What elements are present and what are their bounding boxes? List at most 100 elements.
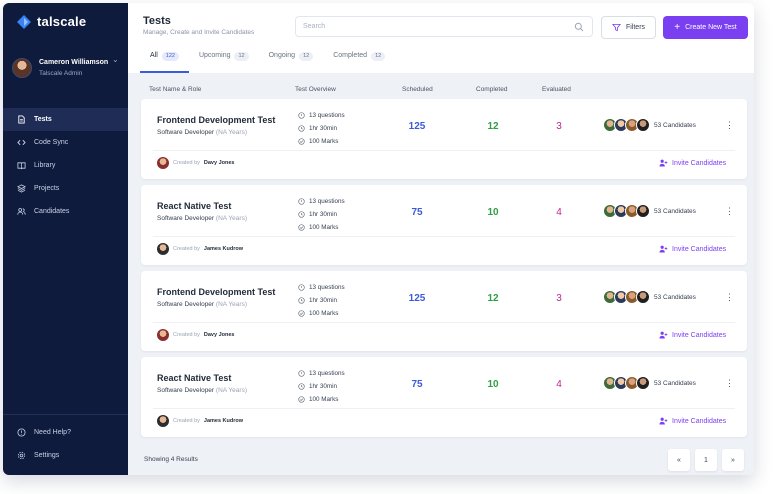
- completed-count: 10: [487, 379, 499, 390]
- overview-questions: 13 questions: [298, 195, 345, 208]
- test-overview: 13 questions 1hr 30min 100 Marks: [298, 367, 345, 406]
- search-icon: [574, 22, 584, 32]
- tab-label: Ongoing: [268, 52, 296, 59]
- tab-completed[interactable]: Completed 12: [323, 52, 395, 73]
- page-title: Tests: [143, 15, 171, 27]
- sidebar-item-label: Settings: [34, 452, 60, 459]
- duration: 1hr 30min: [309, 211, 338, 218]
- divider: [153, 408, 735, 409]
- duration: 1hr 30min: [309, 383, 338, 390]
- next-page-button[interactable]: »: [722, 449, 744, 471]
- test-card[interactable]: Frontend Development Test Software Devel…: [141, 99, 747, 179]
- marks: 100 Marks: [309, 310, 339, 317]
- document-icon: [18, 115, 25, 124]
- invite-candidates-button[interactable]: Invite Candidates: [659, 245, 726, 253]
- user-name: Cameron Williamson: [39, 58, 109, 66]
- avatar: [636, 204, 650, 218]
- test-card[interactable]: React Native Test Software Developer (NA…: [141, 357, 747, 437]
- invite-candidates-button[interactable]: Invite Candidates: [659, 331, 726, 339]
- avatar: [157, 243, 169, 255]
- clock-icon: [298, 383, 305, 390]
- created-by-label: Created by: [173, 160, 200, 166]
- help-icon: [17, 428, 26, 437]
- candidate-avatars[interactable]: 53 Candidates: [603, 204, 696, 218]
- more-options-icon[interactable]: ⋮: [725, 378, 734, 388]
- sidebar-item-help[interactable]: Need Help?: [3, 421, 128, 444]
- questions-count: 13 questions: [309, 370, 345, 377]
- questions-count: 13 questions: [309, 284, 345, 291]
- avatar: [157, 415, 169, 427]
- tab-upcoming[interactable]: Upcoming 12: [189, 52, 259, 73]
- more-options-icon[interactable]: ⋮: [725, 120, 734, 130]
- prev-page-button[interactable]: «: [668, 449, 690, 471]
- filter-icon: [612, 23, 621, 32]
- sidebar-item-library[interactable]: Library: [3, 154, 128, 177]
- question-icon: [298, 284, 305, 291]
- test-role: Software Developer (NA Years): [157, 129, 247, 136]
- sidebar-item-label: Projects: [34, 185, 60, 192]
- page-subtitle: Manage, Create and Invite Candidates: [143, 29, 255, 36]
- tab-label: Upcoming: [198, 52, 231, 59]
- column-header-completed: Completed: [476, 86, 508, 93]
- tab-all[interactable]: All 122: [140, 52, 189, 73]
- questions-count: 13 questions: [309, 198, 345, 205]
- sidebar-item-tests[interactable]: Tests: [3, 108, 128, 131]
- test-overview: 13 questions 1hr 30min 100 Marks: [298, 281, 345, 320]
- invite-candidates-button[interactable]: Invite Candidates: [659, 417, 726, 425]
- role-years: (NA Years): [215, 129, 247, 136]
- avatar: [636, 118, 650, 132]
- filters-button[interactable]: Filters: [601, 16, 656, 39]
- candidate-avatars[interactable]: 53 Candidates: [603, 118, 696, 132]
- status-tabs: All 122 Upcoming 12 Ongoing 12 Completed…: [140, 52, 395, 73]
- divider: [153, 150, 735, 151]
- sidebar-item-label: Candidates: [34, 208, 70, 215]
- completed-count: 12: [487, 293, 499, 304]
- questions-count: 13 questions: [309, 112, 345, 119]
- sidebar-item-projects[interactable]: Projects: [3, 177, 128, 200]
- candidates-count: 53 Candidates: [654, 121, 696, 129]
- test-title: React Native Test: [157, 373, 232, 383]
- tab-count-badge: 12: [371, 52, 386, 61]
- gear-icon: [17, 451, 26, 460]
- created-by: Created by James Kudrow: [157, 243, 243, 255]
- sidebar-bottom: Need Help? Settings: [3, 414, 128, 467]
- sidebar-item-label: Code Sync: [34, 139, 69, 146]
- user-profile[interactable]: Cameron Williamson Talscale Admin: [12, 41, 128, 91]
- page-number-button[interactable]: 1: [695, 449, 717, 471]
- role-years: (NA Years): [215, 387, 247, 394]
- test-role: Software Developer (NA Years): [157, 301, 247, 308]
- sidebar-item-candidates[interactable]: Candidates: [3, 200, 128, 223]
- sidebar-item-settings[interactable]: Settings: [3, 444, 128, 467]
- column-header-evaluated: Evaluated: [542, 86, 571, 93]
- search-input[interactable]: Search: [295, 16, 593, 37]
- tab-ongoing[interactable]: Ongoing 12: [259, 52, 324, 73]
- chevron-down-icon[interactable]: ⌄: [112, 55, 119, 64]
- more-options-icon[interactable]: ⋮: [725, 292, 734, 302]
- creator-name: Davy Jones: [203, 332, 235, 338]
- table-header: Test Name & Role Test Overview Scheduled…: [128, 83, 754, 96]
- marks: 100 Marks: [309, 138, 339, 145]
- test-card[interactable]: Frontend Development Test Software Devel…: [141, 271, 747, 351]
- invite-label: Invite Candidates: [672, 245, 727, 253]
- invite-candidates-button[interactable]: Invite Candidates: [659, 159, 726, 167]
- tab-count-badge: 122: [161, 52, 179, 61]
- logo-icon: [17, 14, 31, 29]
- brand-logo[interactable]: talscale: [3, 3, 128, 33]
- candidate-avatars[interactable]: 53 Candidates: [603, 376, 696, 390]
- test-list: Frontend Development Test Software Devel…: [141, 99, 747, 443]
- role-name: Software Developer: [157, 387, 215, 394]
- created-by-label: Created by: [173, 246, 200, 252]
- create-new-test-button[interactable]: + Create New Test: [663, 16, 748, 39]
- user-plus-icon: [659, 417, 668, 425]
- sidebar-item-code-sync[interactable]: Code Sync: [3, 131, 128, 154]
- created-by-label: Created by: [173, 332, 200, 338]
- more-options-icon[interactable]: ⋮: [725, 206, 734, 216]
- evaluated-count: 4: [556, 379, 562, 390]
- search-placeholder: Search: [303, 23, 326, 30]
- divider: [153, 236, 735, 237]
- created-by: Created by Davy Jones: [157, 329, 234, 341]
- test-card[interactable]: React Native Test Software Developer (NA…: [141, 185, 747, 265]
- overview-duration: 1hr 30min: [298, 122, 345, 135]
- candidate-avatars[interactable]: 53 Candidates: [603, 290, 696, 304]
- test-overview: 13 questions 1hr 30min 100 Marks: [298, 195, 345, 234]
